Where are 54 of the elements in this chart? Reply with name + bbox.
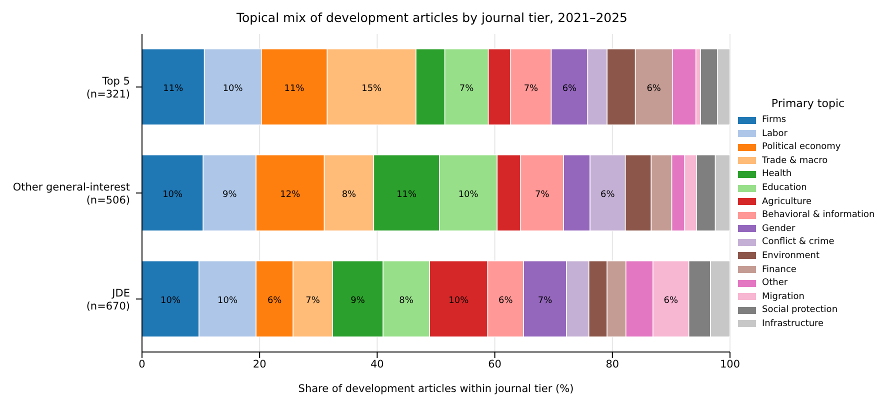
legend-label: Conflict & crime xyxy=(762,237,834,248)
data-label: 12% xyxy=(280,190,301,200)
data-label: 10% xyxy=(222,84,244,94)
data-label: 8% xyxy=(399,296,414,306)
chart-title: Topical mix of development articles by journal tier, 2021–2025 xyxy=(235,9,629,27)
legend-label: Social protection xyxy=(762,305,838,316)
x-tick-label: 20 xyxy=(252,358,266,370)
data-label: 9% xyxy=(222,190,238,200)
data-label: 6% xyxy=(646,84,662,94)
data-label: 6% xyxy=(498,296,514,306)
data-label: 6% xyxy=(600,190,616,200)
legend-label: Migration xyxy=(762,292,804,302)
data-label: 7% xyxy=(524,84,539,94)
legend-label: Education xyxy=(762,183,807,194)
legend-label: Environment xyxy=(762,250,820,261)
legend-label: Gender xyxy=(762,224,796,234)
x-axis-title: Share of development articles within journal tier (%) xyxy=(298,383,574,395)
data-label: 6% xyxy=(664,296,678,306)
data-label: 10% xyxy=(218,296,238,306)
legend-title: Primary topic xyxy=(770,97,846,110)
data-label: 9% xyxy=(350,296,366,306)
legend-label: Trade & macro xyxy=(762,156,828,166)
legend-label: Infrastructure xyxy=(762,318,824,329)
x-tick-label: 60 xyxy=(488,358,502,370)
y-tick-label: JDE (n=670) xyxy=(86,288,130,312)
legend-label: Labor xyxy=(762,128,788,139)
data-label: 10% xyxy=(448,296,470,306)
data-label: 7% xyxy=(459,84,474,94)
data-label: 7% xyxy=(538,296,553,306)
data-label: 6% xyxy=(267,296,282,306)
y-tick-label: Top 5 (n=321) xyxy=(86,76,130,100)
legend-label: Agriculture xyxy=(762,196,812,207)
legend-label: Firms xyxy=(762,115,786,126)
data-label: 10% xyxy=(160,296,181,306)
data-label: 15% xyxy=(362,84,382,94)
data-label: 11% xyxy=(284,84,305,94)
data-label: 11% xyxy=(163,84,184,94)
legend-label: Other xyxy=(762,278,788,288)
data-label: 10% xyxy=(458,190,479,200)
data-label: 7% xyxy=(306,296,320,306)
legend-label: Political economy xyxy=(762,142,841,152)
legend-label: Finance xyxy=(762,264,796,275)
x-tick-label: 100 xyxy=(720,358,740,370)
data-label: 10% xyxy=(162,190,184,200)
x-tick-label: 80 xyxy=(606,358,620,370)
data-label: 6% xyxy=(562,84,578,94)
x-tick-label: 0 xyxy=(138,358,146,370)
data-label: 8% xyxy=(342,190,357,200)
data-label: 7% xyxy=(534,190,550,200)
data-label: 11% xyxy=(396,190,418,200)
legend-label: Behavioral & information xyxy=(762,210,875,220)
y-tick-label: Other general-interest (n=506) xyxy=(12,182,130,206)
x-tick-label: 40 xyxy=(370,358,384,370)
legend-label: Health xyxy=(762,169,792,180)
